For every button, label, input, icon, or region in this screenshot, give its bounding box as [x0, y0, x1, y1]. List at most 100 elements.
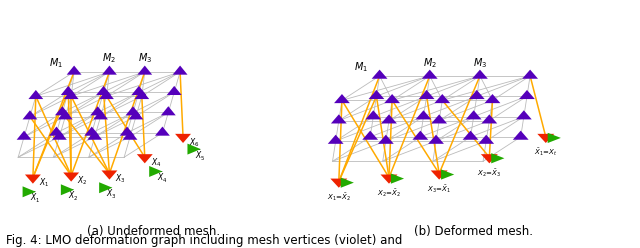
- Polygon shape: [99, 182, 113, 193]
- Polygon shape: [484, 94, 500, 103]
- Polygon shape: [463, 131, 479, 140]
- Polygon shape: [478, 135, 494, 144]
- Text: $X_4$: $X_4$: [150, 156, 161, 169]
- Polygon shape: [481, 114, 497, 124]
- Polygon shape: [129, 110, 143, 119]
- Polygon shape: [472, 70, 488, 79]
- Polygon shape: [519, 90, 535, 99]
- Polygon shape: [328, 135, 344, 144]
- Polygon shape: [441, 169, 454, 180]
- Polygon shape: [52, 131, 67, 140]
- Text: $\bar{X}_2$: $\bar{X}_2$: [68, 189, 79, 203]
- Polygon shape: [381, 175, 397, 184]
- Polygon shape: [522, 70, 538, 79]
- Polygon shape: [431, 114, 447, 124]
- Polygon shape: [61, 86, 76, 95]
- Text: $X_3\!=\!\bar{X}_1$: $X_3\!=\!\bar{X}_1$: [427, 184, 451, 195]
- Text: $X_1\!=\!\bar{X}_2$: $X_1\!=\!\bar{X}_2$: [326, 191, 351, 203]
- Text: $M_1$: $M_1$: [354, 60, 368, 74]
- Text: $X_3$: $X_3$: [115, 173, 126, 185]
- Polygon shape: [149, 166, 163, 177]
- Polygon shape: [415, 110, 431, 119]
- Polygon shape: [90, 106, 105, 115]
- Polygon shape: [102, 170, 117, 180]
- Polygon shape: [372, 70, 387, 79]
- Polygon shape: [67, 65, 81, 75]
- Polygon shape: [513, 131, 529, 140]
- Text: (a) Undeformed mesh.: (a) Undeformed mesh.: [87, 225, 220, 238]
- Polygon shape: [93, 110, 108, 119]
- Text: $\bar{X}_4$: $\bar{X}_4$: [157, 171, 167, 185]
- Polygon shape: [25, 175, 41, 184]
- Polygon shape: [138, 65, 152, 75]
- Text: $M_3$: $M_3$: [473, 56, 487, 69]
- Text: $M_1$: $M_1$: [49, 56, 63, 69]
- Polygon shape: [391, 173, 404, 184]
- Text: $\bar{X}_5$: $\bar{X}_5$: [195, 149, 205, 163]
- Polygon shape: [369, 90, 385, 99]
- Polygon shape: [64, 90, 79, 99]
- Text: (b) Deformed mesh.: (b) Deformed mesh.: [414, 225, 533, 238]
- Polygon shape: [55, 106, 70, 115]
- Polygon shape: [362, 131, 378, 140]
- Polygon shape: [22, 110, 37, 119]
- Polygon shape: [84, 126, 99, 136]
- Polygon shape: [155, 126, 170, 136]
- Polygon shape: [412, 131, 428, 140]
- Polygon shape: [131, 86, 147, 95]
- Text: $X_6$: $X_6$: [189, 136, 200, 149]
- Polygon shape: [96, 86, 111, 95]
- Polygon shape: [22, 186, 36, 197]
- Polygon shape: [17, 131, 31, 140]
- Text: $X_2$: $X_2$: [77, 175, 88, 187]
- Polygon shape: [188, 144, 201, 155]
- Text: $X_2\!=\!\bar{X}_2$: $X_2\!=\!\bar{X}_2$: [377, 187, 401, 199]
- Text: Fig. 4: LMO deformation graph including mesh vertices (violet) and: Fig. 4: LMO deformation graph including …: [6, 234, 403, 247]
- Polygon shape: [161, 106, 176, 115]
- Polygon shape: [481, 154, 498, 163]
- Polygon shape: [378, 135, 394, 144]
- Text: $M_2$: $M_2$: [102, 52, 116, 65]
- Text: $M_3$: $M_3$: [138, 52, 152, 65]
- Polygon shape: [548, 133, 561, 143]
- Polygon shape: [469, 90, 484, 99]
- Text: $\bar{X}_1$: $\bar{X}_1$: [30, 191, 40, 206]
- Polygon shape: [428, 135, 444, 144]
- Polygon shape: [431, 170, 447, 180]
- Polygon shape: [134, 90, 149, 99]
- Polygon shape: [123, 131, 138, 140]
- Polygon shape: [63, 173, 79, 182]
- Polygon shape: [125, 106, 140, 115]
- Polygon shape: [173, 65, 188, 75]
- Polygon shape: [538, 134, 554, 143]
- Text: $\bar{X}_1\!=\!X_t$: $\bar{X}_1\!=\!X_t$: [534, 147, 557, 158]
- Text: $\bar{X}_3$: $\bar{X}_3$: [106, 187, 117, 201]
- Polygon shape: [167, 86, 182, 95]
- Polygon shape: [435, 94, 450, 103]
- Polygon shape: [137, 154, 153, 163]
- Polygon shape: [102, 65, 117, 75]
- Polygon shape: [466, 110, 481, 119]
- Polygon shape: [516, 110, 532, 119]
- Polygon shape: [384, 94, 400, 103]
- Polygon shape: [99, 90, 114, 99]
- Polygon shape: [492, 153, 504, 163]
- Text: $X_1$: $X_1$: [39, 177, 49, 189]
- Polygon shape: [175, 134, 191, 143]
- Polygon shape: [87, 131, 102, 140]
- Text: $M_2$: $M_2$: [423, 56, 436, 69]
- Polygon shape: [331, 114, 347, 124]
- Polygon shape: [49, 126, 64, 136]
- Polygon shape: [120, 126, 134, 136]
- Polygon shape: [340, 178, 354, 188]
- Polygon shape: [28, 90, 44, 99]
- Polygon shape: [419, 90, 435, 99]
- Polygon shape: [381, 114, 397, 124]
- Text: $X_2\!=\!\bar{X}_3$: $X_2\!=\!\bar{X}_3$: [477, 167, 502, 179]
- Polygon shape: [330, 179, 348, 188]
- Polygon shape: [61, 184, 74, 195]
- Polygon shape: [422, 70, 438, 79]
- Polygon shape: [58, 110, 73, 119]
- Polygon shape: [365, 110, 381, 119]
- Polygon shape: [334, 94, 350, 103]
